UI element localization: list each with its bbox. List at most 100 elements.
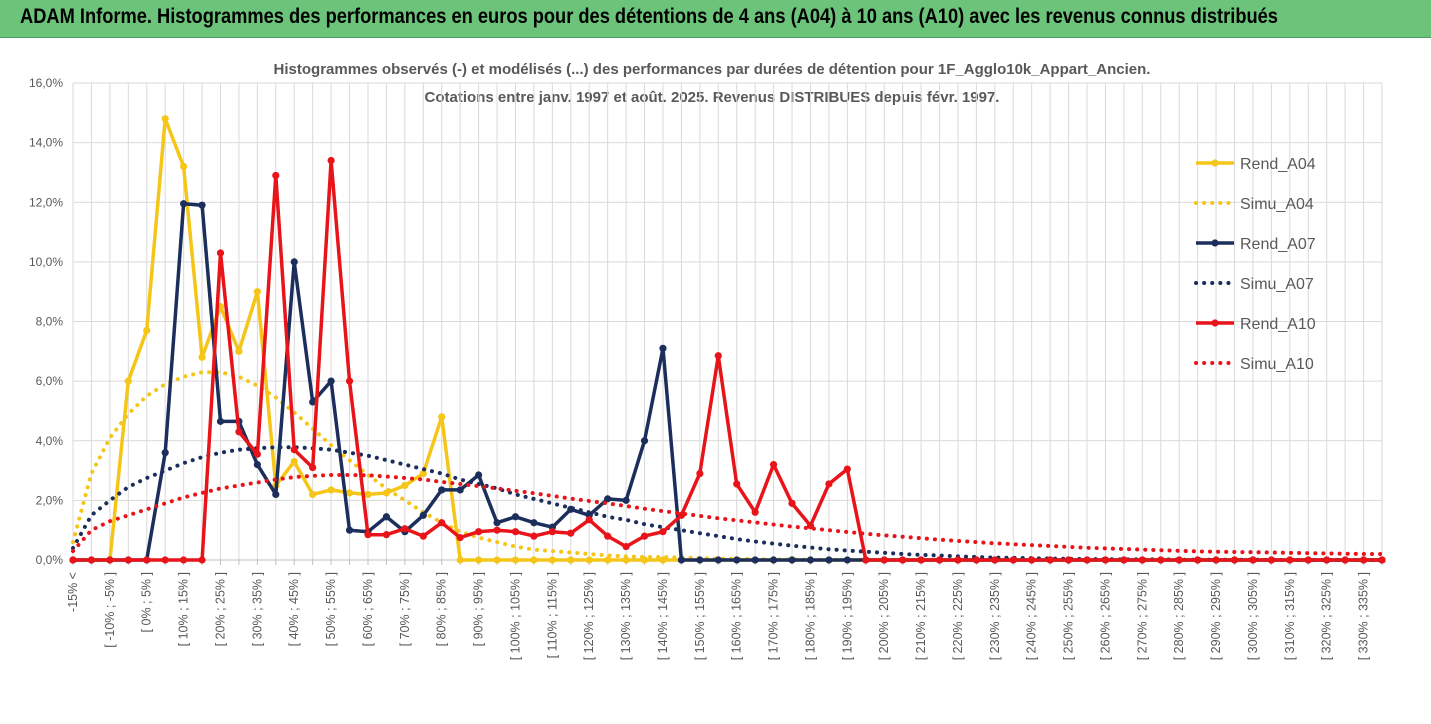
data-point-rend-a10 xyxy=(1138,556,1146,564)
x-tick-label: [ 100% ; 105% ] xyxy=(508,572,522,660)
data-point-rend-a10 xyxy=(180,556,188,564)
data-point-rend-a10 xyxy=(1249,556,1257,564)
data-point-rend-a10 xyxy=(345,377,354,385)
data-point-rend-a04 xyxy=(143,326,151,335)
data-point-rend-a04 xyxy=(345,489,354,497)
data-point-rend-a10 xyxy=(1323,556,1331,564)
data-point-rend-a07 xyxy=(788,556,796,564)
data-point-rend-a07 xyxy=(733,556,741,564)
data-point-rend-a04 xyxy=(475,556,483,564)
data-point-rend-a04 xyxy=(198,353,206,361)
data-point-rend-a10 xyxy=(438,519,446,527)
data-point-rend-a10 xyxy=(935,556,944,564)
data-point-rend-a10 xyxy=(954,556,962,564)
data-point-rend-a10 xyxy=(659,528,667,536)
y-tick-label: 14,0% xyxy=(29,136,63,150)
data-point-rend-a04 xyxy=(419,469,427,478)
data-point-rend-a10 xyxy=(825,480,833,488)
data-point-rend-a10 xyxy=(1359,556,1368,564)
data-point-rend-a04 xyxy=(622,556,630,564)
data-point-rend-a10 xyxy=(1230,556,1239,564)
data-point-rend-a04 xyxy=(124,377,132,385)
data-point-rend-a10 xyxy=(382,531,391,539)
legend-label-simu-a04: Simu_A04 xyxy=(1240,196,1314,213)
data-point-rend-a10 xyxy=(769,461,778,469)
legend-label-rend-a07: Rend_A07 xyxy=(1240,236,1316,253)
data-point-rend-a07 xyxy=(825,556,833,564)
data-point-rend-a04 xyxy=(235,347,243,355)
y-tick-label: 2,0% xyxy=(36,493,64,507)
legend-label-simu-a07: Simu_A07 xyxy=(1240,276,1314,293)
data-point-rend-a10 xyxy=(899,556,907,564)
x-tick-label: [ 160% ; 165% ] xyxy=(730,572,744,660)
data-point-rend-a10 xyxy=(991,556,999,564)
chart-subtitle: Cotations entre janv. 1997 et août. 2025… xyxy=(425,89,1000,106)
x-tick-label: [ 260% ; 265% ] xyxy=(1098,572,1112,660)
data-point-rend-a10 xyxy=(1286,556,1294,564)
data-point-rend-a10 xyxy=(622,542,630,551)
data-point-rend-a04 xyxy=(327,486,335,494)
data-point-rend-a10 xyxy=(530,532,538,540)
data-point-rend-a07 xyxy=(769,556,778,564)
data-point-rend-a10 xyxy=(309,463,317,472)
data-point-rend-a10 xyxy=(585,516,593,524)
data-point-rend-a04 xyxy=(585,556,593,564)
data-point-rend-a07 xyxy=(272,490,280,499)
data-point-rend-a10 xyxy=(253,450,261,458)
y-tick-label: 16,0% xyxy=(29,76,63,90)
x-tick-label: [ 10% ; 15% ] xyxy=(177,572,191,646)
legend-marker-rend-a04 xyxy=(1211,159,1219,167)
data-point-rend-a04 xyxy=(290,458,298,466)
data-point-rend-a10 xyxy=(880,556,888,564)
data-point-rend-a07 xyxy=(475,471,483,479)
page-title: ADAM Informe. Histogrammes des performan… xyxy=(20,5,1278,28)
data-point-rend-a10 xyxy=(1101,556,1110,564)
legend-label-rend-a10: Rend_A10 xyxy=(1240,316,1316,333)
data-point-rend-a10 xyxy=(235,428,243,436)
data-point-rend-a07 xyxy=(640,437,649,445)
data-point-rend-a10 xyxy=(511,528,520,536)
data-point-rend-a04 xyxy=(438,413,446,421)
series-line-simu-a10 xyxy=(71,473,1384,556)
data-point-rend-a07 xyxy=(161,449,169,457)
data-point-rend-a10 xyxy=(788,499,796,507)
data-point-rend-a07 xyxy=(253,461,261,469)
data-point-rend-a10 xyxy=(364,531,372,539)
data-point-rend-a04 xyxy=(364,490,372,499)
data-point-rend-a07 xyxy=(382,513,391,521)
x-tick-label: [ 220% ; 225% ] xyxy=(951,572,965,660)
chart-title: Histogrammes observés (-) et modélisés (… xyxy=(274,61,1151,78)
data-point-rend-a10 xyxy=(714,352,722,360)
x-tick-label: [ 310% ; 315% ] xyxy=(1283,572,1297,660)
chart-area: Histogrammes observés (-) et modélisés (… xyxy=(0,38,1431,719)
data-point-rend-a07 xyxy=(456,486,464,494)
x-tick-label: [ 120% ; 125% ] xyxy=(582,572,596,660)
data-point-rend-a07 xyxy=(309,398,317,406)
title-banner: ADAM Informe. Histogrammes des performan… xyxy=(0,0,1431,38)
data-point-rend-a10 xyxy=(327,156,335,165)
data-point-rend-a07 xyxy=(345,526,354,534)
x-axis: -15% < [ -10% ; -5% ] [ 0% ; 5% ] [ 10% ; 1… xyxy=(66,559,1383,660)
data-point-rend-a07 xyxy=(438,486,446,494)
x-tick-label: [ 290% ; 295% ] xyxy=(1209,572,1223,660)
data-point-rend-a10 xyxy=(1341,556,1349,564)
data-point-rend-a07 xyxy=(714,556,722,564)
data-point-rend-a07 xyxy=(622,496,630,504)
x-tick-label: [ 80% ; 85% ] xyxy=(435,572,449,646)
data-point-rend-a04 xyxy=(180,162,188,171)
data-point-rend-a10 xyxy=(1194,556,1202,564)
series-line-simu-a07 xyxy=(71,445,1384,562)
data-point-rend-a10 xyxy=(290,446,298,454)
data-point-rend-a10 xyxy=(1212,556,1220,564)
data-point-rend-a10 xyxy=(917,556,925,564)
data-point-rend-a10 xyxy=(567,529,575,537)
data-point-rend-a04 xyxy=(604,556,612,564)
data-point-rend-a07 xyxy=(806,556,815,564)
data-point-rend-a10 xyxy=(124,556,132,564)
data-point-rend-a10 xyxy=(696,469,704,478)
data-point-rend-a10 xyxy=(1120,556,1128,564)
x-tick-label: [ 90% ; 95% ] xyxy=(472,572,486,646)
x-tick-label: [ -10% ; -5% ] xyxy=(103,572,117,648)
x-tick-label: [ 60% ; 65% ] xyxy=(361,572,375,646)
data-point-rend-a04 xyxy=(309,490,317,499)
